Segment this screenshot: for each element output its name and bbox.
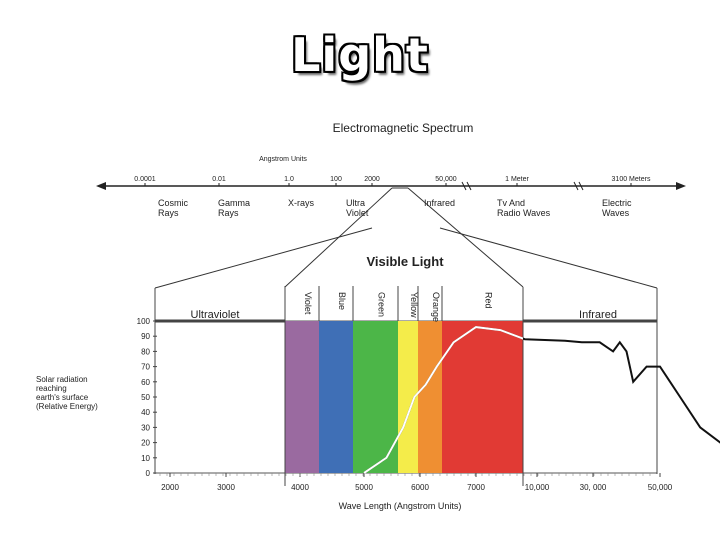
- spectrum-tick-label: 2000: [364, 176, 380, 183]
- spectrum-title: Electromagnetic Spectrum: [333, 121, 474, 135]
- spectrum-axis: [96, 181, 686, 191]
- spectrum-band-labels: Cosmic Rays Gamma Rays X-rays Ultra Violet Infr…: [158, 198, 632, 218]
- solar-radiation-curve: [363, 326, 720, 474]
- infrared-region-label: Infrared: [579, 309, 617, 321]
- x-tick-label: 2000: [161, 483, 179, 492]
- color-band-red: [442, 321, 523, 473]
- x-tick-label: 5000: [355, 483, 373, 492]
- color-band-yellow: [398, 321, 418, 473]
- visible-light-connector-lines: [154, 187, 658, 289]
- spectrum-tick-labels: 0.0001 0.01 1.0 100 2000 50,000 1 Meter 3100 Me…: [134, 176, 651, 186]
- color-label-orange: Orange: [431, 292, 441, 322]
- x-tick-label: 30, 000: [580, 483, 607, 492]
- spectrum-band-label: Electric Waves: [602, 198, 632, 218]
- angstrom-units-label: Angstrom Units: [259, 156, 307, 163]
- region-brackets: [154, 287, 658, 486]
- slide-title: Light: [291, 28, 429, 82]
- spectrum-band-label: Gamma Rays: [218, 198, 250, 218]
- spectrum-tick-label: 1 Meter: [505, 176, 529, 183]
- spectrum-band-label: X-rays: [288, 198, 315, 208]
- spectrum-tick-label: 3100 Meters: [612, 176, 651, 183]
- spectrum-tick-label: 50,000: [435, 176, 457, 183]
- curve-line-white: [363, 326, 523, 474]
- spectrum-band-label: Infrared: [424, 198, 455, 208]
- y-tick-label: 70: [141, 363, 150, 372]
- spectrum-band-label: Ultra Violet: [346, 198, 369, 218]
- color-band-green: [353, 321, 398, 473]
- color-band-violet: [285, 321, 319, 473]
- color-label-yellow: Yellow: [409, 292, 419, 318]
- visible-color-labels: Violet Blue Green Yellow Orange Red: [284, 286, 494, 322]
- y-axis-label: Solar radiation reaching earth's surface (R…: [36, 375, 98, 411]
- y-tick-label: 60: [141, 378, 150, 387]
- color-label-blue: Blue: [337, 292, 347, 310]
- y-axis-label-text: Solar radiation reaching earth's surface (R…: [36, 375, 98, 411]
- x-tick-label: 4000: [291, 483, 309, 492]
- color-band-orange: [418, 321, 442, 473]
- color-label-green: Green: [377, 292, 387, 317]
- spectrum-tick-label: 100: [330, 176, 342, 183]
- color-label-red: Red: [484, 292, 494, 309]
- x-tick-label: 3000: [217, 483, 235, 492]
- x-tick-label: 50,000: [648, 483, 673, 492]
- spectrum-band-label: Tv And Radio Waves: [497, 198, 551, 218]
- spectrum-tick-label: 0.01: [212, 176, 226, 183]
- y-tick-label: 90: [141, 332, 150, 341]
- color-label-violet: Violet: [303, 292, 313, 315]
- spectrum-tick-label: 0.0001: [134, 176, 156, 183]
- spectrum-tick-label: 1.0: [284, 176, 294, 183]
- x-tick-label: 10,000: [525, 483, 550, 492]
- x-axis-tick-labels: 2000 3000 4000 5000 6000 7000 10,000 30, 000 50,…: [159, 473, 673, 492]
- y-tick-label: 40: [141, 408, 150, 417]
- y-axis-tick-labels: 0 10 20 30 40 50 60 70 80 90 100: [137, 317, 157, 478]
- y-tick-label: 30: [141, 423, 150, 432]
- y-tick-label: 80: [141, 347, 150, 356]
- visible-color-bands: [285, 321, 523, 473]
- y-tick-label: 100: [137, 317, 151, 326]
- y-tick-label: 20: [141, 439, 150, 448]
- spectrum-band-label: Cosmic Rays: [158, 198, 189, 218]
- ultraviolet-region-label: Ultraviolet: [191, 309, 240, 321]
- visible-light-title: Visible Light: [366, 254, 444, 269]
- x-axis-label: Wave Length (Angstrom Units): [339, 501, 462, 511]
- y-tick-label: 0: [146, 469, 151, 478]
- y-tick-label: 10: [141, 454, 150, 463]
- color-band-blue: [319, 321, 353, 473]
- x-tick-label: 6000: [411, 483, 429, 492]
- y-tick-label: 50: [141, 393, 150, 402]
- x-tick-label: 7000: [467, 483, 485, 492]
